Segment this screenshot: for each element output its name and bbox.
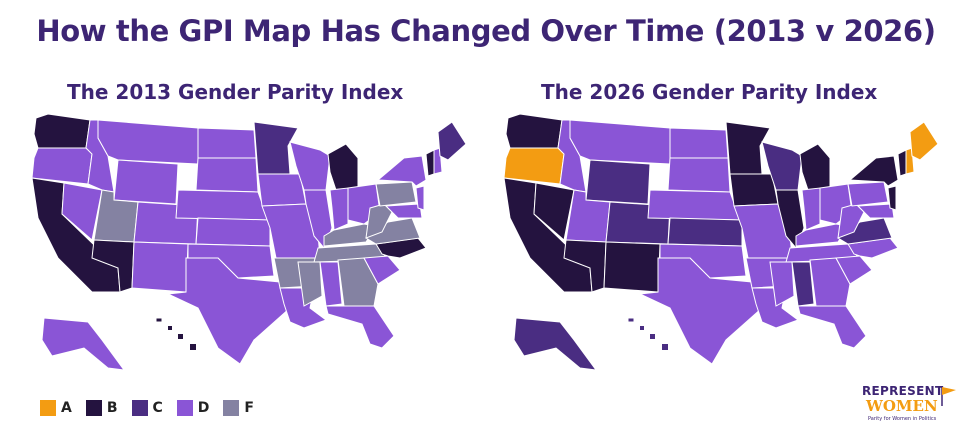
state-fl [797,305,867,349]
state-ne [175,189,269,221]
state-tx [166,257,291,365]
state-hi-island [168,326,172,330]
state-ia [729,173,779,207]
state-pa [847,181,889,207]
legend-label: B [106,400,118,416]
state-nv [533,182,575,241]
state-ms [769,261,795,307]
state-wy [585,159,651,205]
state-me [909,121,939,161]
state-al [791,261,815,307]
legend-label: C [152,400,163,416]
map-2013 [31,113,467,371]
state-ak [41,317,126,371]
state-tx [638,257,763,365]
state-hi [155,317,163,323]
brand-tagline: Parity for Women in Politics [868,416,937,422]
state-ga [809,257,851,307]
state-sc [835,255,873,285]
state-nv [61,182,103,241]
legend-swatch [223,400,240,416]
state-hi-island [662,344,668,350]
state-nd [197,127,257,159]
legend-swatch [85,400,102,416]
map-2026 [503,113,939,371]
state-nm [603,241,661,293]
state-hi-island [640,326,644,330]
state-fl [325,305,395,349]
state-ia [257,173,307,207]
state-mt [569,119,671,165]
state-in [801,187,821,231]
legend-swatch [176,400,193,416]
legend-item-a: A [40,400,72,416]
state-ny [376,155,427,187]
state-ks [667,217,743,247]
legend-label: D [197,400,210,416]
state-wy [113,159,179,205]
state-ga [337,257,379,307]
legend-label: F [244,400,254,416]
state-ne [647,189,741,221]
state-mi [327,143,359,191]
state-al [319,261,343,307]
legend-item-f: F [223,400,254,416]
legend-label: A [61,400,72,416]
flag-icon [941,386,956,406]
state-wa [505,113,563,149]
state-ms [297,261,323,307]
state-vt [425,149,435,177]
page-title: How the GPI Map Has Changed Over Time (2… [36,14,936,48]
state-in [329,187,349,231]
state-ny [848,155,899,187]
state-or [503,147,565,185]
state-vt [897,149,907,177]
state-sd [195,157,259,193]
state-hi-island [190,344,196,350]
legend-swatch [131,400,148,416]
brand-line2: WOMEN [866,397,938,415]
state-or [31,147,93,185]
legend-item-c: C [131,400,163,416]
state-pa [375,181,417,207]
legend-item-d: D [176,400,210,416]
brand-line1: REPRESENT [862,384,944,398]
map-2013-title: The 2013 Gender Parity Index [67,80,404,104]
state-wa [33,113,91,149]
state-ks [195,217,271,247]
state-nj [415,185,425,211]
state-hi [627,317,635,323]
legend-item-b: B [85,400,118,416]
state-nm [131,241,189,293]
state-hi-island [178,334,183,339]
state-sd [667,157,731,193]
state-nj [887,185,897,211]
state-ak [513,317,598,371]
state-hi-island [650,334,655,339]
state-md [384,203,423,219]
state-mt [97,119,199,165]
brand-logo: REPRESENT WOMEN Parity for Women in Poli… [862,384,962,424]
state-md [856,203,895,219]
state-mi [799,143,831,191]
state-sc [363,255,401,285]
legend-swatch [40,400,56,416]
state-me [437,121,467,161]
state-nd [669,127,729,159]
map-2026-title: The 2026 Gender Parity Index [541,80,878,104]
